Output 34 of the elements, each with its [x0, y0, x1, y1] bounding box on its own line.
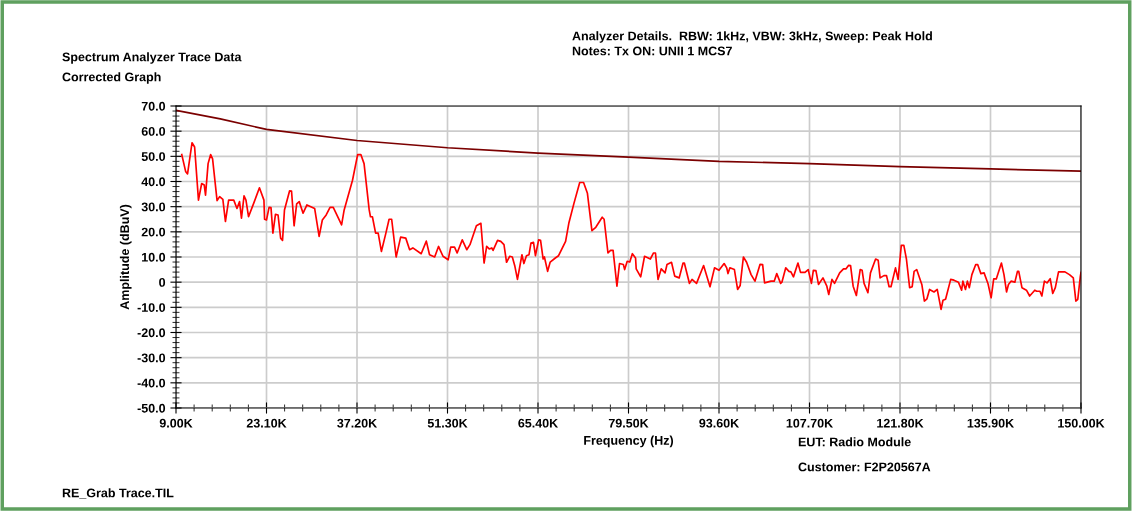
x-tick-label: 135.90K: [967, 418, 1015, 428]
y-tick-label: -20.0: [137, 328, 166, 338]
y-tick-label: -50.0: [137, 403, 166, 413]
y-tick-label: -10.0: [137, 303, 166, 312]
y-tick-label: 20.0: [141, 227, 166, 237]
text: Customer: F2P20567A: [798, 462, 931, 472]
x-tick-label: 107.70K: [786, 418, 834, 428]
y-tick-label: 10.0: [142, 252, 166, 262]
chart-subtitle: Corrected Graph: [62, 72, 161, 84]
text: RE_Grab Trace.TIL: [62, 488, 174, 499]
x-tick-label: 23.10K: [246, 418, 287, 428]
y-tick-label: 50.0: [141, 152, 166, 161]
y-tick-label: 0: [159, 277, 166, 287]
line-series: [180, 141, 1081, 311]
x-tick-label: 9.00K: [159, 418, 193, 428]
x-tick-label: 121.80K: [877, 418, 924, 428]
x-tick-label: 79.50K: [608, 418, 649, 428]
y-tick-label: 60.0: [141, 126, 166, 136]
x-tick-label: 93.60K: [699, 418, 740, 428]
x-tick-label: 37.20K: [337, 418, 378, 428]
y-tick-label: -30.0: [137, 353, 166, 363]
text: EUT: Radio Module: [798, 437, 911, 447]
x-tick-label: 65.40K: [518, 418, 559, 428]
y-tick-label: 40.0: [141, 177, 166, 187]
y-tick-label: 70.0: [141, 101, 166, 111]
text: Notes: Tx ON: UNII 1 MCS7: [572, 46, 732, 56]
y-tick-label: 30.0: [141, 202, 166, 212]
y-axis-title: Amplitude (dBuV): [119, 204, 132, 310]
x-axis-title: Frequency (Hz): [584, 435, 674, 448]
chart-title: Spectrum Analyzer Trace Data: [62, 52, 242, 64]
y-tick-label: -40.0: [137, 378, 166, 388]
text: Analyzer Details. RBW: 1kHz, VBW: 3kHz, Sweep: Peak Hold: [572, 31, 932, 43]
x-tick-label: 150.00K: [1058, 418, 1105, 428]
x-tick-label: 51.30K: [427, 418, 468, 428]
